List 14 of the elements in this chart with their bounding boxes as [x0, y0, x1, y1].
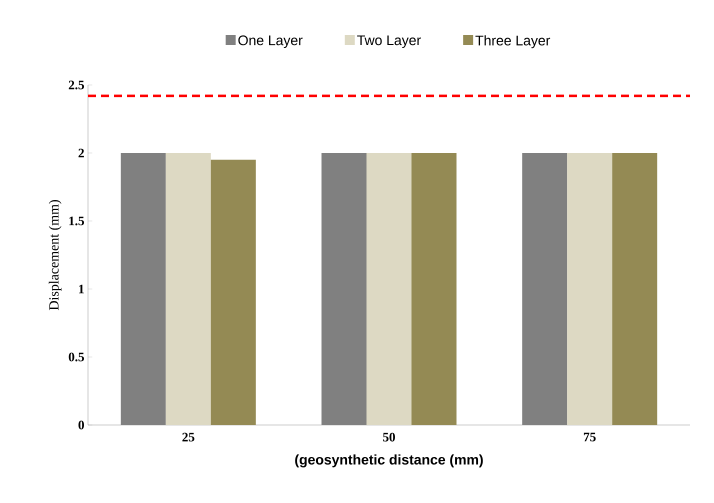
x-axis-title: (geosynthetic distance (mm)	[295, 454, 483, 468]
y-tick-label: 1	[79, 284, 84, 294]
y-tick-label: 0	[78, 420, 84, 430]
y-tick-label: 1.5	[69, 216, 84, 226]
x-tick-label: 75	[584, 432, 596, 442]
x-tick-label: 50	[383, 432, 395, 442]
x-tick-label: 25	[182, 432, 194, 442]
legend-label: Three Layer	[475, 35, 550, 48]
y-tick-label: 2	[78, 148, 84, 158]
legend-label: Two Layer	[357, 35, 421, 48]
y-tick-label: 0.5	[68, 352, 84, 362]
y-axis-title: Displacement (mm)	[48, 200, 62, 310]
y-tick-label: 2.5	[68, 80, 84, 90]
legend-label: One Layer	[238, 35, 303, 48]
